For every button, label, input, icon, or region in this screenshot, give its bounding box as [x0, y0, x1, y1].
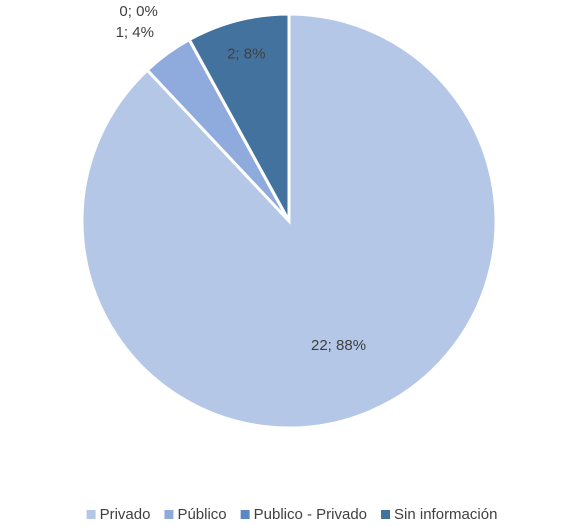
data-label: 0; 0%	[119, 3, 157, 20]
pie-slice	[80, 12, 498, 430]
data-label: 2; 8%	[227, 46, 265, 63]
data-label: 1; 4%	[116, 24, 154, 41]
legend-swatch	[240, 510, 250, 519]
legend-label: Privado	[100, 506, 151, 523]
legend-label: Publico - Privado	[254, 506, 367, 523]
data-label: 22; 88%	[311, 337, 366, 354]
legend-label: Sin información	[394, 506, 497, 523]
legend-label: Público	[177, 506, 226, 523]
legend-swatch	[381, 510, 391, 519]
legend-swatch	[86, 510, 96, 519]
pie-slice	[187, 12, 291, 222]
legend-swatch	[164, 510, 174, 519]
